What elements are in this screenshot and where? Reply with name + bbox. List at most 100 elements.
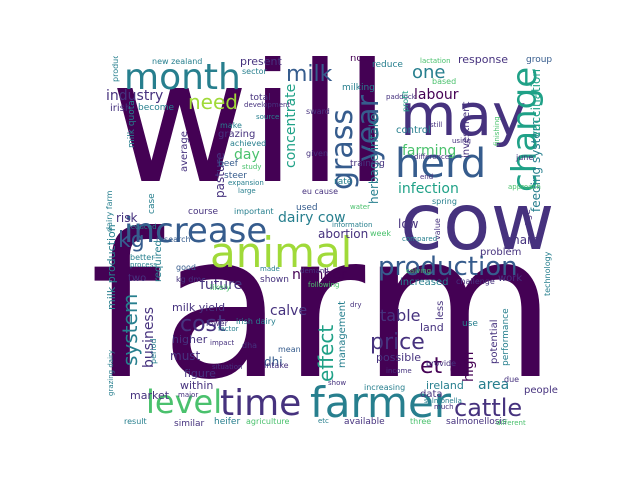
word-one: one bbox=[412, 62, 446, 83]
word-number: number bbox=[292, 267, 347, 283]
word-grazing-dairy: grazing dairy bbox=[107, 349, 115, 396]
word-potential: potential bbox=[489, 319, 500, 364]
word-higher: higher bbox=[172, 333, 208, 346]
word-achieved: achieved bbox=[230, 139, 267, 148]
word-price: price bbox=[370, 330, 425, 355]
word-major: major bbox=[178, 391, 199, 399]
word-given: given bbox=[306, 149, 329, 158]
word-much: much bbox=[434, 403, 454, 411]
word-grazing: grazing bbox=[218, 129, 256, 140]
word-milk-quota: milk quota bbox=[127, 100, 137, 148]
word-period: period bbox=[149, 338, 158, 364]
word-result: result bbox=[124, 417, 147, 426]
word-month: month bbox=[124, 57, 241, 98]
word-sward: sward bbox=[306, 107, 330, 116]
word-will: will bbox=[110, 56, 391, 222]
word-investment: investment bbox=[461, 101, 472, 158]
word-average: average bbox=[179, 131, 190, 172]
word-future: future bbox=[200, 277, 243, 293]
word-using: using bbox=[452, 137, 471, 145]
word-important: important bbox=[234, 207, 274, 216]
word-steer: steer bbox=[224, 171, 247, 181]
word-likely: likely bbox=[210, 283, 231, 292]
word-sector: sector bbox=[242, 67, 267, 76]
word-group: group bbox=[526, 56, 553, 65]
word-herd: herd bbox=[395, 141, 487, 187]
word-different: different bbox=[496, 419, 526, 427]
word-technology: technology bbox=[543, 251, 552, 296]
word-may: may bbox=[400, 81, 527, 149]
word-ireland: ireland bbox=[426, 379, 464, 392]
word-impact: impact bbox=[210, 339, 235, 347]
word-difference: difference bbox=[414, 153, 450, 161]
word-dry: dry bbox=[350, 301, 362, 309]
word-data: data bbox=[420, 389, 443, 400]
word-compared: compared bbox=[402, 235, 438, 243]
word-total: total bbox=[250, 93, 271, 103]
word-infection: infection bbox=[398, 181, 459, 197]
word-farm: farm bbox=[90, 191, 557, 424]
word-challenge: challenge bbox=[456, 277, 495, 286]
word-cloud: will farm cow may animal farmer herd mon… bbox=[80, 56, 560, 428]
word-within: within bbox=[180, 379, 214, 392]
word-situation: situation bbox=[212, 363, 243, 371]
word-information: information bbox=[332, 221, 373, 229]
word-provide: provide bbox=[426, 359, 457, 368]
word-day: day bbox=[234, 147, 260, 163]
word-made: made bbox=[260, 265, 280, 273]
word-milk: milk bbox=[286, 62, 333, 87]
word-make: make bbox=[220, 121, 242, 130]
word-june: june bbox=[516, 153, 534, 162]
word-heifer: heifer bbox=[214, 417, 241, 427]
word-become: become bbox=[138, 103, 175, 113]
word-kg: kg bbox=[118, 228, 145, 253]
word-calving: calving bbox=[406, 267, 432, 275]
word-dairy-farm: dairy farm bbox=[105, 190, 114, 232]
word-product: product bbox=[111, 56, 120, 82]
word-performance: performance bbox=[501, 308, 511, 366]
word-labour: labour bbox=[414, 87, 459, 103]
word-farming: farming bbox=[402, 143, 457, 159]
word-salmonella: salmonella bbox=[424, 397, 462, 405]
word-lactation: lactation bbox=[420, 57, 451, 65]
word-many: many bbox=[508, 233, 542, 247]
word-present: present bbox=[240, 56, 282, 68]
word-beef: beef bbox=[218, 159, 238, 169]
word-source: source bbox=[256, 113, 280, 121]
word-agriculture: agriculture bbox=[246, 417, 290, 426]
word-cost: cost bbox=[180, 312, 226, 337]
word-increase: increase bbox=[124, 211, 268, 251]
word-eu-cause: eu cause bbox=[302, 187, 338, 196]
word-cattle: cattle bbox=[454, 394, 523, 422]
word-etc: etc bbox=[318, 417, 329, 425]
word-risk: risk bbox=[116, 211, 138, 225]
word-factor: factor bbox=[218, 325, 239, 333]
word-still: still bbox=[430, 121, 443, 129]
word-dha: dha bbox=[242, 341, 258, 350]
word-response: response bbox=[458, 56, 508, 66]
word-increasing: increasing bbox=[364, 383, 406, 392]
word-reduced: reduced bbox=[128, 223, 157, 231]
word-similar: similar bbox=[174, 419, 205, 429]
word-figure: figure bbox=[184, 367, 216, 380]
word-farmer: farmer bbox=[310, 378, 452, 427]
word-two: two bbox=[128, 273, 147, 284]
word-high: high bbox=[461, 351, 477, 382]
word-low: low bbox=[398, 217, 419, 231]
word-vaccination: vaccination bbox=[529, 69, 543, 138]
word-finishing: finishing bbox=[493, 116, 501, 146]
word-use: use bbox=[462, 319, 478, 329]
word-based: based bbox=[432, 77, 457, 86]
word-table: table bbox=[380, 306, 421, 325]
word-land: land bbox=[420, 321, 444, 334]
word-irish: irish bbox=[110, 103, 132, 114]
word-problem: problem bbox=[480, 247, 522, 258]
word-due: due bbox=[504, 375, 520, 384]
word-better: better bbox=[130, 253, 155, 262]
word-end: end bbox=[420, 173, 434, 181]
word-good: good bbox=[176, 263, 196, 272]
word-area: area bbox=[478, 377, 510, 393]
word-possible: possible bbox=[376, 351, 422, 364]
word-time: time bbox=[220, 383, 302, 424]
word-available: available bbox=[344, 417, 385, 427]
